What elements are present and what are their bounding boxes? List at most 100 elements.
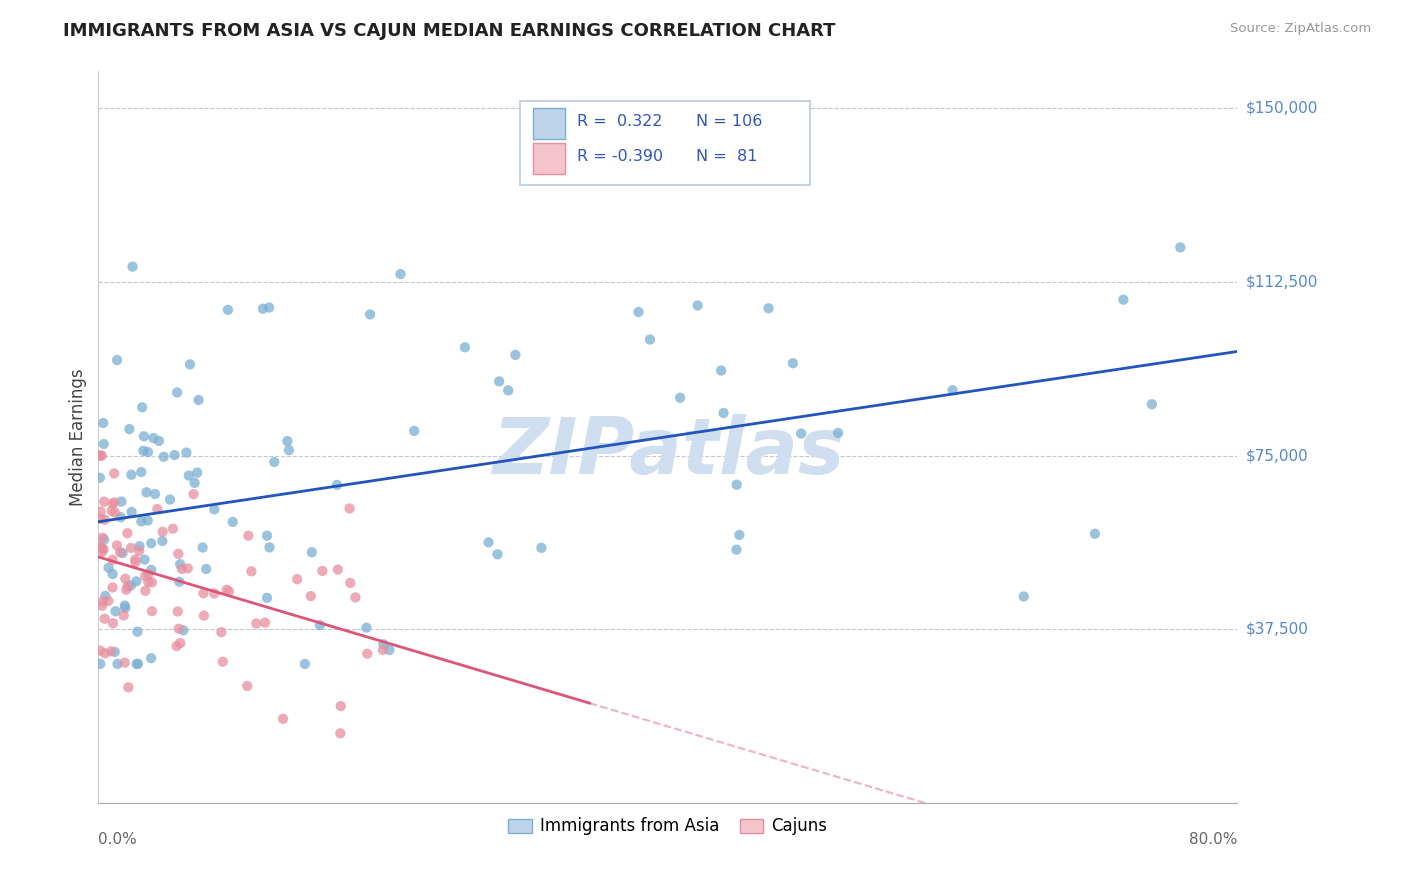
Point	[136, 445, 159, 459]
Point	[105, 353, 128, 368]
Point	[725, 542, 748, 557]
Point	[169, 636, 191, 650]
Point	[124, 552, 146, 566]
Point	[486, 547, 509, 561]
Point	[108, 545, 131, 559]
Point	[100, 504, 122, 518]
Point	[256, 591, 278, 605]
Point	[132, 443, 155, 458]
Point	[152, 450, 174, 464]
Point	[326, 478, 349, 492]
Point	[93, 513, 115, 527]
Point	[93, 533, 115, 547]
Point	[186, 466, 208, 480]
Point	[285, 572, 308, 586]
Point	[169, 574, 191, 589]
Text: $112,500: $112,500	[1246, 275, 1317, 290]
Y-axis label: Median Earnings: Median Earnings	[69, 368, 87, 506]
Text: R =  0.322: R = 0.322	[576, 113, 662, 128]
Point	[103, 495, 125, 509]
Text: IMMIGRANTS FROM ASIA VS CAJUN MEDIAN EARNINGS CORRELATION CHART: IMMIGRANTS FROM ASIA VS CAJUN MEDIAN EAR…	[63, 22, 835, 40]
Point	[141, 536, 163, 550]
Point	[150, 534, 173, 549]
Point	[339, 501, 361, 516]
Point	[245, 616, 267, 631]
Point	[271, 712, 294, 726]
Point	[100, 644, 122, 658]
Point	[121, 505, 143, 519]
Point	[179, 357, 201, 371]
Point	[339, 575, 361, 590]
Point	[454, 340, 477, 354]
Point	[90, 449, 112, 463]
Point	[124, 555, 146, 569]
Point	[131, 514, 153, 528]
Point	[166, 604, 188, 618]
Point	[389, 267, 412, 281]
Point	[942, 383, 965, 397]
Point	[329, 726, 352, 740]
Point	[162, 522, 184, 536]
Point	[111, 546, 134, 560]
Point	[97, 560, 120, 574]
Point	[101, 497, 124, 511]
Point	[1084, 526, 1107, 541]
Point	[89, 471, 111, 485]
Point	[125, 574, 148, 589]
Text: R = -0.390: R = -0.390	[576, 150, 662, 164]
Point	[90, 504, 112, 518]
Text: $75,000: $75,000	[1246, 448, 1309, 463]
Point	[187, 392, 209, 407]
Point	[263, 455, 285, 469]
Point	[167, 622, 190, 636]
Text: $37,500: $37,500	[1246, 622, 1309, 637]
Point	[177, 561, 200, 575]
Point	[134, 569, 156, 583]
Point	[134, 552, 156, 566]
Point	[259, 541, 281, 555]
Text: N = 106: N = 106	[696, 113, 762, 128]
Point	[89, 540, 111, 554]
Point	[359, 308, 381, 322]
Point	[167, 547, 190, 561]
Text: N =  81: N = 81	[696, 150, 758, 164]
Point	[135, 485, 157, 500]
Point	[90, 545, 112, 559]
Point	[141, 575, 163, 590]
Point	[728, 528, 751, 542]
Point	[505, 348, 527, 362]
Point	[356, 647, 378, 661]
Text: $150,000: $150,000	[1246, 101, 1317, 116]
Point	[790, 426, 813, 441]
Point	[309, 618, 332, 632]
Point	[91, 541, 114, 556]
Point	[238, 529, 260, 543]
Point	[195, 562, 218, 576]
Point	[91, 416, 114, 430]
Point	[299, 589, 322, 603]
Point	[97, 594, 120, 608]
Point	[301, 545, 323, 559]
Legend: Immigrants from Asia, Cajuns: Immigrants from Asia, Cajuns	[502, 811, 834, 842]
Point	[1140, 397, 1163, 411]
Point	[215, 582, 238, 597]
Point	[117, 526, 139, 541]
Point	[222, 515, 245, 529]
Point	[117, 579, 139, 593]
Point	[172, 624, 194, 638]
Point	[93, 494, 115, 508]
Point	[236, 679, 259, 693]
Point	[253, 615, 276, 630]
Point	[114, 599, 136, 613]
Point	[496, 384, 519, 398]
Point	[311, 564, 333, 578]
Point	[112, 608, 135, 623]
Point	[127, 657, 149, 671]
Point	[202, 586, 225, 600]
Point	[1112, 293, 1135, 307]
Point	[89, 657, 111, 671]
Point	[170, 562, 193, 576]
Point	[128, 539, 150, 553]
Point	[89, 512, 111, 526]
Point	[110, 494, 132, 508]
